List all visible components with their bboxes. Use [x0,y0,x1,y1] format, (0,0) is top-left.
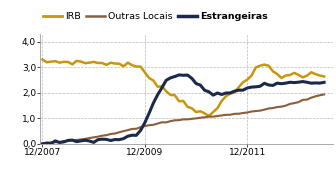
Legend: IRB, Outras Locais, Estrangeiras: IRB, Outras Locais, Estrangeiras [39,8,271,25]
